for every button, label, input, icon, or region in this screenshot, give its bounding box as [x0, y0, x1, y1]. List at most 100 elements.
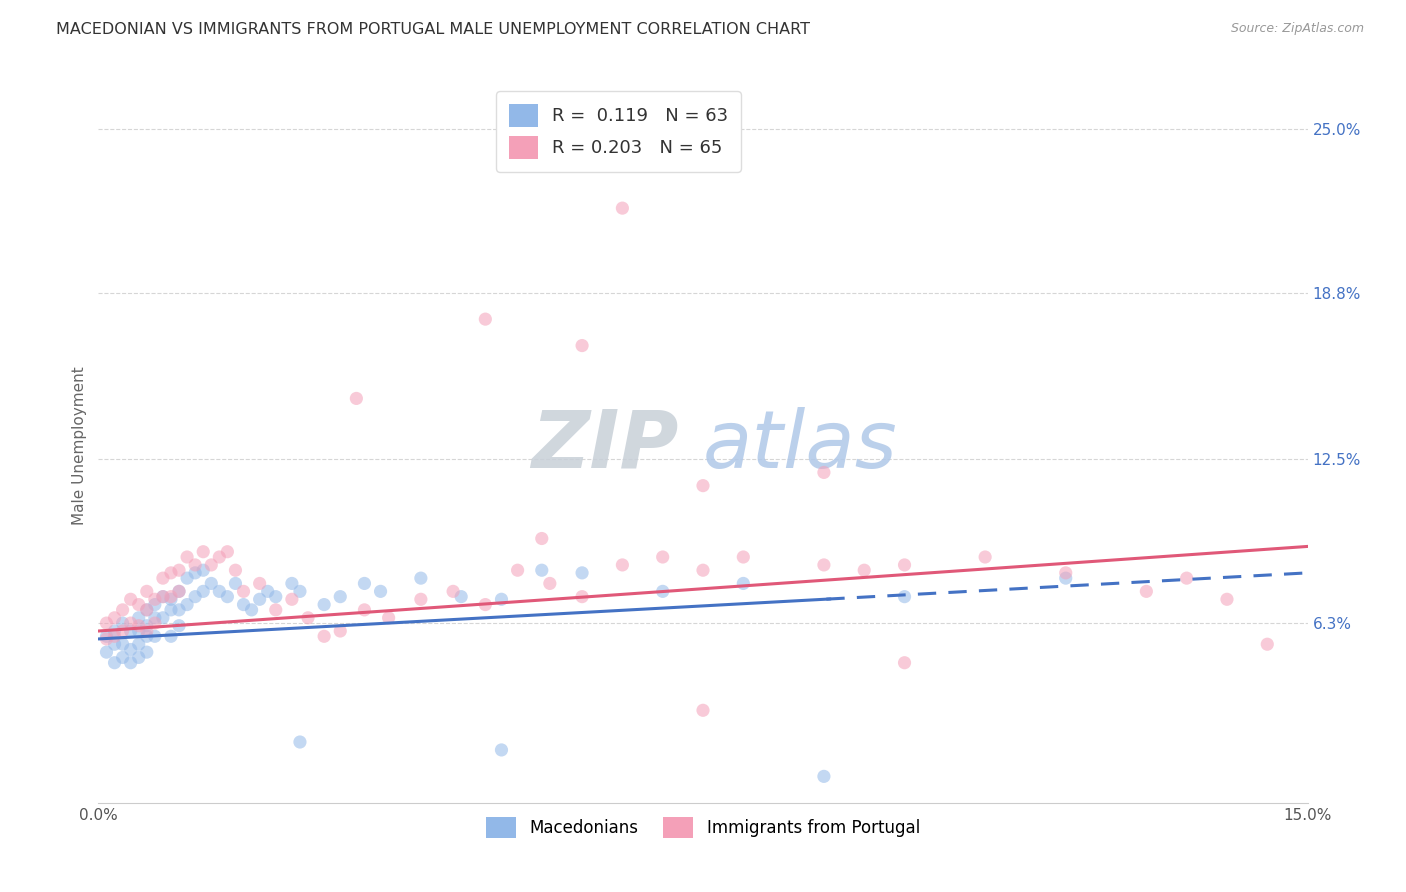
Point [297, 611, 319, 625]
Point [1054, 571, 1077, 585]
Point [176, 598, 198, 612]
Point [538, 576, 561, 591]
Point [813, 769, 835, 783]
Point [692, 478, 714, 492]
Point [167, 584, 190, 599]
Point [256, 584, 278, 599]
Point [167, 603, 190, 617]
Point [377, 611, 399, 625]
Point [135, 645, 157, 659]
Point [224, 576, 246, 591]
Point [370, 584, 392, 599]
Point [96, 629, 118, 643]
Point [200, 558, 222, 572]
Point [612, 201, 634, 215]
Point [160, 566, 183, 580]
Point [193, 584, 215, 599]
Point [111, 616, 134, 631]
Point [1256, 637, 1278, 651]
Point [143, 598, 166, 612]
Point [409, 592, 432, 607]
Point [1216, 592, 1239, 607]
Point [530, 563, 553, 577]
Point [314, 598, 336, 612]
Point [733, 549, 755, 564]
Point [612, 558, 634, 572]
Point [232, 598, 254, 612]
Point [143, 616, 166, 631]
Point [217, 545, 239, 559]
Point [111, 603, 134, 617]
Point [128, 624, 150, 638]
Point [571, 566, 593, 580]
Text: atlas: atlas [703, 407, 898, 485]
Point [893, 558, 915, 572]
Point [167, 618, 190, 632]
Point [692, 563, 714, 577]
Point [329, 624, 352, 638]
Point [160, 629, 183, 643]
Point [120, 592, 142, 607]
Point [450, 590, 472, 604]
Legend: Macedonians, Immigrants from Portugal: Macedonians, Immigrants from Portugal [479, 811, 927, 845]
Point [193, 563, 215, 577]
Point [692, 703, 714, 717]
Point [103, 637, 125, 651]
Point [103, 656, 125, 670]
Point [353, 576, 375, 591]
Point [152, 611, 174, 625]
Point [344, 392, 367, 406]
Point [249, 576, 271, 591]
Point [1135, 584, 1157, 599]
Point [1054, 566, 1077, 580]
Point [474, 312, 496, 326]
Point [281, 592, 304, 607]
Point [208, 549, 231, 564]
Point [103, 629, 125, 643]
Point [176, 571, 198, 585]
Point [135, 603, 157, 617]
Point [128, 637, 150, 651]
Point [184, 566, 207, 580]
Point [651, 549, 673, 564]
Point [893, 656, 915, 670]
Point [249, 592, 271, 607]
Point [184, 558, 207, 572]
Point [651, 584, 673, 599]
Point [120, 642, 142, 657]
Point [813, 558, 835, 572]
Point [128, 611, 150, 625]
Point [152, 590, 174, 604]
Point [135, 629, 157, 643]
Point [506, 563, 529, 577]
Point [111, 637, 134, 651]
Point [240, 603, 263, 617]
Point [208, 584, 231, 599]
Point [200, 576, 222, 591]
Point [893, 590, 915, 604]
Point [103, 624, 125, 638]
Text: ZIP: ZIP [531, 407, 679, 485]
Point [184, 590, 207, 604]
Point [409, 571, 432, 585]
Point [167, 563, 190, 577]
Point [441, 584, 464, 599]
Point [176, 549, 198, 564]
Point [103, 611, 125, 625]
Point [281, 576, 304, 591]
Point [143, 592, 166, 607]
Point [167, 584, 190, 599]
Point [571, 338, 593, 352]
Point [135, 603, 157, 617]
Point [530, 532, 553, 546]
Point [474, 598, 496, 612]
Point [329, 590, 352, 604]
Point [160, 590, 183, 604]
Point [143, 611, 166, 625]
Point [111, 650, 134, 665]
Point [288, 735, 311, 749]
Point [491, 592, 513, 607]
Point [111, 624, 134, 638]
Point [135, 584, 157, 599]
Point [120, 616, 142, 631]
